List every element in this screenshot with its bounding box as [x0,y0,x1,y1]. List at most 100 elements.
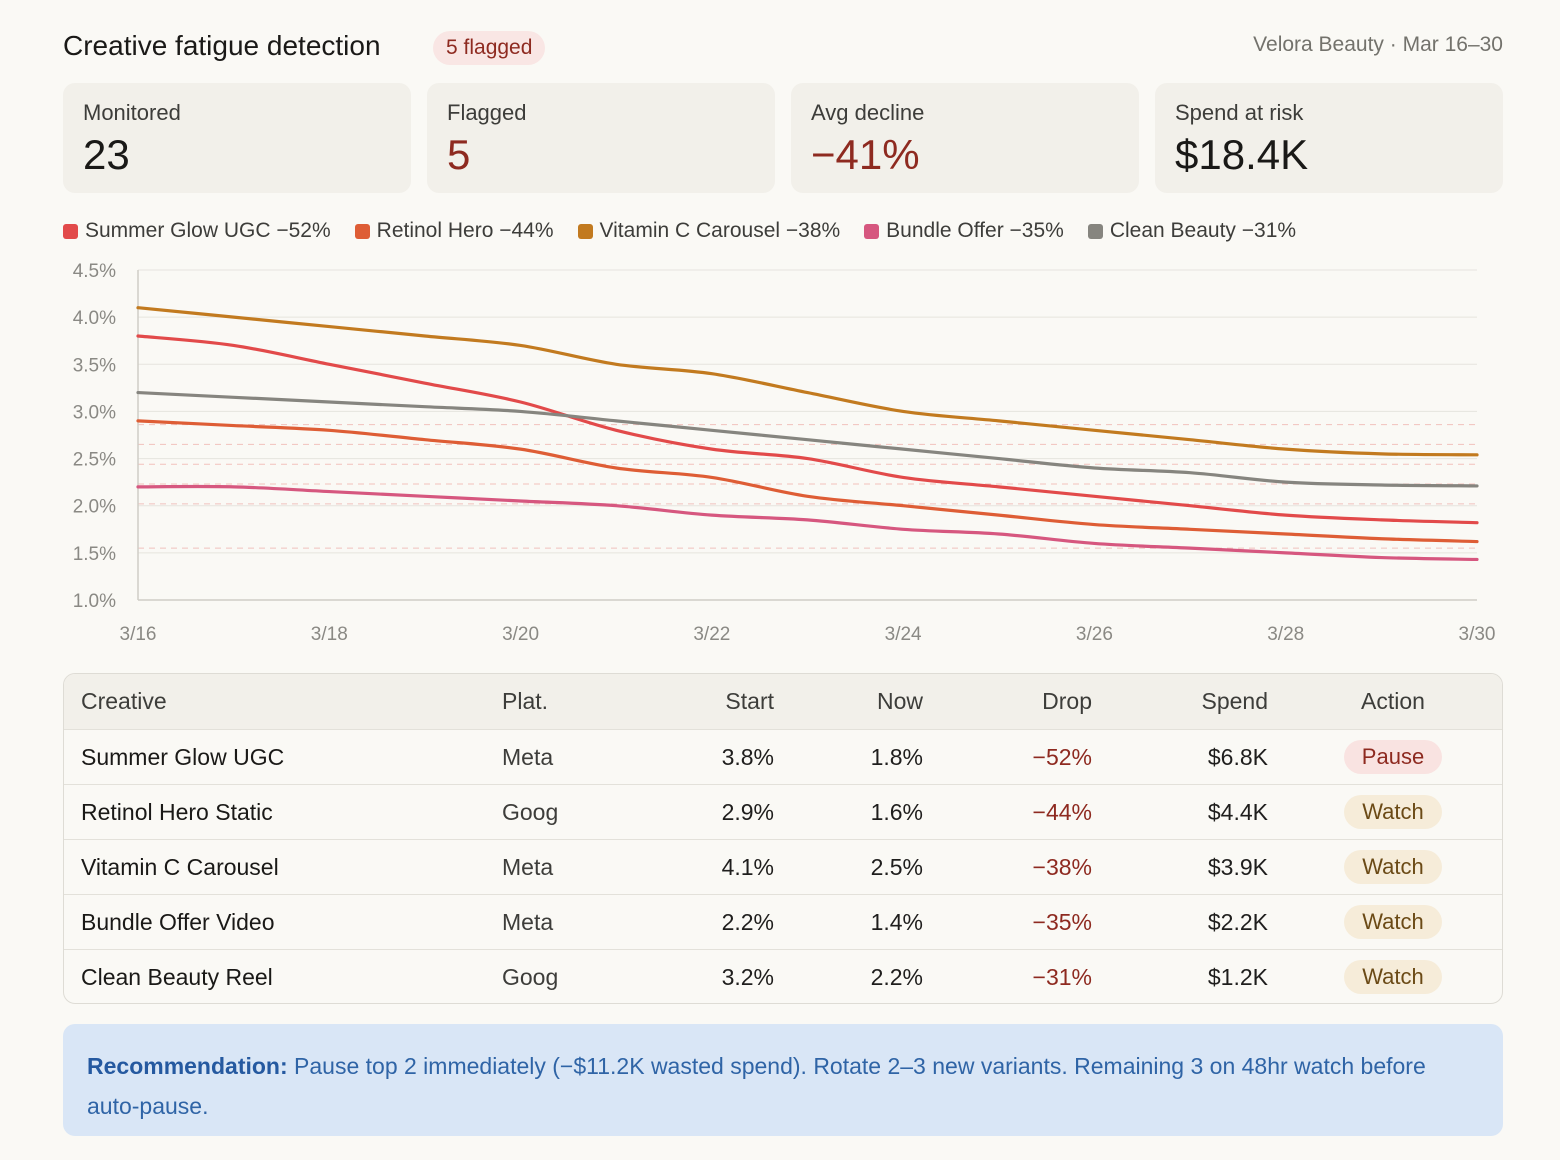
kpi-value: $18.4K [1175,131,1309,178]
kpi-value: −41% [811,131,920,178]
kpi-card-spend-at-risk: Spend at risk $18.4K [1155,83,1503,193]
pause-button[interactable]: Pause [1343,740,1443,775]
creative-name: Bundle Offer Video [81,909,275,935]
kpi-label: Avg decline [811,100,925,125]
table-row[interactable]: Clean Beauty Reel Goog 3.2% 2.2% −31% $1… [64,949,1502,1003]
now-ctr: 2.5% [870,854,923,880]
legend-label: Vitamin C Carousel −38% [599,219,841,242]
legend-label: Summer Glow UGC −52% [85,219,331,242]
kpi-label: Spend at risk [1175,100,1304,125]
spend-value: $4.4K [1207,799,1268,825]
creative-name: Summer Glow UGC [81,744,285,770]
recommendation-label: Recommendation: [87,1053,288,1079]
y-tick-label: 1.0% [73,591,116,612]
chart-legend: Summer Glow UGC −52% Retinol Hero −44% Vit… [63,216,1320,246]
legend-swatch [864,223,880,239]
spend-value: $2.2K [1207,909,1268,935]
y-tick-label: 2.0% [73,497,116,518]
platform: Meta [502,854,554,880]
drop-value: −44% [1032,799,1092,825]
column-header: Plat. [502,688,549,714]
legend-item: Bundle Offer −35% [864,219,1064,243]
legend-swatch [354,223,370,239]
recommendation-text: Pause top 2 immediately (−$11.2K wasted … [87,1053,1426,1119]
legend-label: Bundle Offer −35% [886,219,1064,242]
watch-button[interactable]: Watch [1344,905,1442,940]
start-ctr: 3.8% [721,744,774,770]
x-tick-label: 3/26 [1076,624,1113,645]
table-row[interactable]: Vitamin C Carousel Meta 4.1% 2.5% −38% $… [64,839,1502,894]
column-header: Spend [1201,688,1268,714]
kpi-card-flagged: Flagged 5 [427,83,775,193]
creative-name: Vitamin C Carousel [81,854,279,880]
platform: Goog [502,799,559,825]
now-ctr: 1.8% [870,744,923,770]
series-line [136,306,1479,457]
legend-label: Retinol Hero −44% [376,219,554,242]
x-tick-label: 3/16 [120,624,157,645]
legend-item: Summer Glow UGC −52% [63,219,331,243]
x-tick-label: 3/20 [502,624,539,645]
kpi-value: 5 [447,131,471,178]
spend-value: $3.9K [1207,854,1268,880]
x-tick-label: 3/24 [885,624,922,645]
series-line [136,334,1479,525]
y-tick-label: 3.5% [73,355,116,376]
table-row[interactable]: Bundle Offer Video Meta 2.2% 1.4% −35% $… [64,894,1502,949]
now-ctr: 1.4% [870,909,923,935]
column-header: Action [1361,688,1425,714]
column-header: Drop [1042,688,1092,714]
watch-button[interactable]: Watch [1344,960,1442,995]
ctr-line-chart: 4.5% 4.0% 3.5% 3.0% 2.5% 2.0% 1.5% 1.0%3/16 3/18… [73,261,1496,645]
now-ctr: 1.6% [870,799,923,825]
page-title: Creative fatigue detection [63,30,381,61]
x-tick-label: 3/18 [311,624,348,645]
legend-swatch [577,223,593,239]
legend-item: Vitamin C Carousel −38% [577,219,841,243]
y-tick-label: 2.5% [73,450,116,471]
watch-button[interactable]: Watch [1344,795,1442,830]
account-date-range: Velora Beauty · Mar 16–30 [1253,33,1503,56]
kpi-label: Monitored [83,100,181,125]
recommendation-banner: Recommendation: Pause top 2 immediately … [63,1024,1503,1136]
drop-value: −35% [1032,909,1092,935]
flagged-badge: 5 flagged [433,31,546,65]
table-row[interactable]: Summer Glow UGC Meta 3.8% 1.8% −52% $6.8… [64,729,1502,784]
legend-item: Retinol Hero −44% [354,219,554,243]
start-ctr: 4.1% [721,854,774,880]
table-row[interactable]: Retinol Hero Static Goog 2.9% 1.6% −44% … [64,784,1502,839]
platform: Meta [502,744,554,770]
x-tick-label: 3/22 [693,624,730,645]
legend-swatch [63,223,78,239]
column-header: Now [876,688,923,714]
drop-value: −38% [1032,854,1092,880]
start-ctr: 2.2% [721,909,774,935]
y-tick-label: 3.0% [73,402,116,423]
y-tick-label: 4.5% [73,261,116,282]
kpi-card-avg-decline: Avg decline −41% [791,83,1139,193]
y-tick-label: 4.0% [73,308,116,329]
legend-label: Clean Beauty −31% [1109,219,1297,242]
column-header: Creative [81,688,167,714]
series-line [136,484,1479,562]
kpi-label: Flagged [447,100,527,125]
table-header-row: Creative Plat. Start Now Drop Spend Acti… [64,674,1502,729]
spend-value: $6.8K [1207,744,1268,770]
column-header: Start [725,688,774,714]
x-tick-label: 3/28 [1267,624,1304,645]
legend-swatch [1087,223,1103,239]
series-line [136,419,1479,544]
header: Creative fatigue detection 5 flagged Vel… [63,28,1503,68]
kpi-card-monitored: Monitored 23 [63,83,411,193]
creative-name: Clean Beauty Reel [81,964,273,990]
spend-value: $1.2K [1207,964,1268,990]
start-ctr: 3.2% [721,964,774,990]
platform: Meta [502,909,554,935]
drop-value: −52% [1032,744,1092,770]
x-tick-label: 3/30 [1459,624,1496,645]
platform: Goog [502,964,559,990]
series-line [136,390,1479,488]
fatigue-table: Creative Plat. Start Now Drop Spend Acti… [63,673,1503,1004]
y-tick-label: 1.5% [73,544,116,565]
watch-button[interactable]: Watch [1344,850,1442,885]
